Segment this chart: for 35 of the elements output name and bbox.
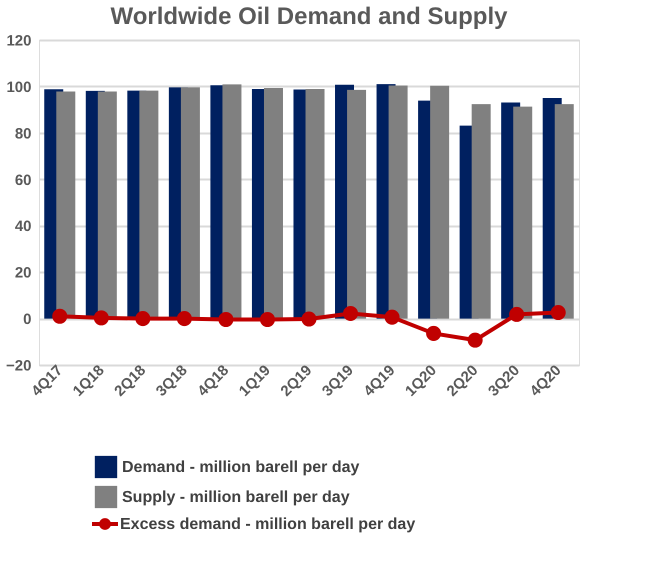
point [343,306,358,321]
point [384,310,400,325]
y-tick-label: 0 [23,311,32,328]
bar [430,86,450,319]
bar [222,84,242,319]
bar [554,104,574,319]
y-tick-label: 120 [6,32,32,50]
point [468,332,483,348]
point [301,312,317,327]
point [135,311,150,326]
point [52,308,68,324]
point [260,312,275,328]
bar [472,104,491,319]
y-tick-label: 40 [14,218,32,236]
point [176,311,192,326]
bar [264,88,283,319]
y-tick-label: 60 [14,172,32,189]
bar [180,87,200,319]
bar [388,86,408,319]
point [94,310,109,326]
point [550,305,566,320]
point [509,306,524,322]
chart-title: Worldwide Oil Demand and Supply [110,3,508,30]
point [426,326,442,341]
legend-label: Excess demand - million barell per day [120,516,416,533]
bar [347,90,366,319]
y-tick-label: −20 [6,358,32,374]
y-tick-label: 100 [6,78,32,96]
point [218,312,234,328]
legend-label: Demand - million barell per day [122,459,360,476]
legend-label: Supply - million barell per day [122,489,350,506]
bar [513,106,532,319]
bar [139,90,158,319]
y-tick-label: 20 [14,264,32,282]
y-tick-label: 80 [14,125,32,142]
